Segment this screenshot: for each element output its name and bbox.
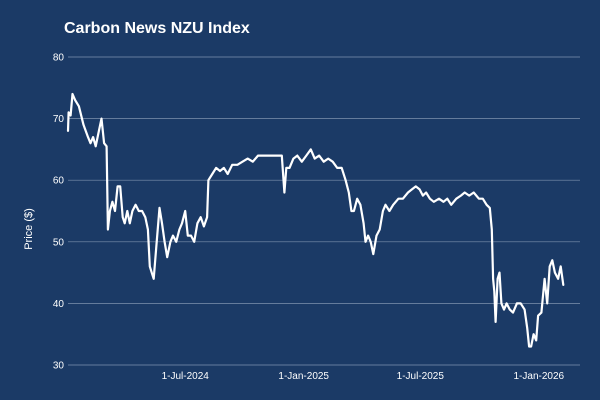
y-tick-label-50: 50 <box>53 237 65 248</box>
y-axis-ticks: 30 40 50 60 70 80 <box>53 53 65 372</box>
x-tick-label-3: 1-Jan-2026 <box>513 371 564 382</box>
x-tick-label-0: 1-Jul-2024 <box>162 371 210 382</box>
x-axis-ticks: 1-Jul-2024 1-Jan-2025 1-Jul-2025 1-Jan-2026 <box>162 371 565 382</box>
series-line-0 <box>66 92 565 348</box>
y-tick-label-60: 60 <box>53 176 65 187</box>
y-tick-label-70: 70 <box>53 114 65 125</box>
x-tick-label-1: 1-Jan-2025 <box>278 371 329 382</box>
y-axis-label: Price ($) <box>23 208 35 250</box>
y-tick-label-30: 30 <box>53 361 65 372</box>
chart-title: Carbon News NZU Index <box>64 20 250 37</box>
series-layer <box>66 92 565 348</box>
gridlines <box>68 56 580 366</box>
x-tick-label-2: 1-Jul-2025 <box>397 371 445 382</box>
y-tick-label-80: 80 <box>53 53 65 64</box>
y-tick-label-40: 40 <box>53 299 65 310</box>
